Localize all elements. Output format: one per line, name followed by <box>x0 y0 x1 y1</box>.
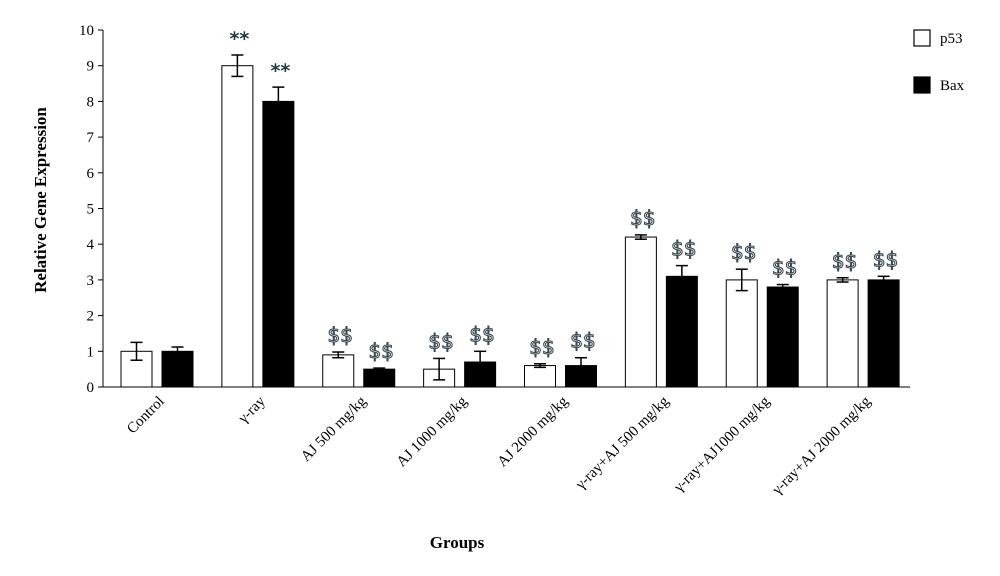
y-tick-label: 0 <box>87 380 95 396</box>
legend-swatch-p53 <box>913 29 931 47</box>
significance-label: $$ <box>630 206 655 230</box>
significance-label: $$ <box>570 329 595 353</box>
y-tick-label: 8 <box>87 94 95 110</box>
y-axis: 0 1 2 3 4 5 6 7 8 9 10 <box>79 23 104 396</box>
bar-p53 <box>826 279 859 388</box>
y-tick-label: 2 <box>87 309 95 325</box>
significance-label: ** <box>270 60 290 82</box>
significance-label: $$ <box>671 237 696 261</box>
x-category-label: γ-ray+AJ 500 mg/kg <box>572 393 672 493</box>
bars <box>120 65 900 388</box>
significance-label: ** <box>229 28 249 50</box>
bar-p53 <box>221 65 254 388</box>
y-tick-label: 6 <box>87 166 95 182</box>
y-tick-label: 5 <box>87 202 95 218</box>
significance-label: $$ <box>772 256 797 280</box>
x-category-label: γ-ray+AJ1000 mg/kg <box>671 393 774 496</box>
significance-label: $$ <box>529 335 554 359</box>
bar-bax <box>363 368 396 388</box>
significance-markers: ** $$ $$ $$ $$ $$ $$ ** $$ $$ $$ $$ $$ $$ <box>229 28 898 364</box>
significance-label: $$ <box>832 249 857 273</box>
bar-bax <box>161 350 194 388</box>
significance-label: $$ <box>731 240 756 264</box>
y-tick-label: 4 <box>87 237 95 253</box>
legend: p53 Bax <box>913 29 965 94</box>
bar-p53 <box>322 354 355 388</box>
significance-label: $$ <box>873 247 898 271</box>
x-category-label: γ-ray <box>235 393 269 427</box>
significance-label: $$ <box>328 323 353 347</box>
y-axis-label: Relative Gene Expression <box>31 107 50 293</box>
x-category-label: AJ 500 mg/kg <box>298 393 370 465</box>
y-tick-label: 10 <box>79 23 94 39</box>
x-axis-label: Groups <box>430 533 485 552</box>
bar-bax <box>867 279 900 388</box>
significance-label: $$ <box>469 322 494 346</box>
legend-label-bax: Bax <box>940 78 965 94</box>
legend-label-p53: p53 <box>940 31 963 47</box>
significance-label: $$ <box>369 339 394 363</box>
y-tick-label: 1 <box>87 344 95 360</box>
x-category-label: γ-ray+AJ 2000 mg/kg <box>769 393 875 499</box>
bar-bax <box>262 100 295 388</box>
legend-swatch-bax <box>913 76 931 94</box>
x-category-label: AJ 1000 mg/kg <box>394 393 471 470</box>
bar-p53 <box>725 279 758 388</box>
y-tick-label: 3 <box>87 273 95 289</box>
y-tick-label: 7 <box>87 130 95 146</box>
x-category-label: Control <box>124 394 168 438</box>
bar-p53 <box>624 236 657 388</box>
x-category-label: AJ 2000 mg/kg <box>495 393 572 470</box>
bar-bax <box>766 286 799 388</box>
bar-bax <box>665 275 698 388</box>
significance-label: $$ <box>428 329 453 353</box>
error-bars <box>130 54 890 381</box>
bar-p53 <box>524 365 556 388</box>
bar-p53 <box>120 350 153 388</box>
y-tick-label: 9 <box>87 59 95 75</box>
x-axis: Control γ-ray AJ 500 mg/kg AJ 1000 mg/kg AJ … <box>103 386 910 499</box>
